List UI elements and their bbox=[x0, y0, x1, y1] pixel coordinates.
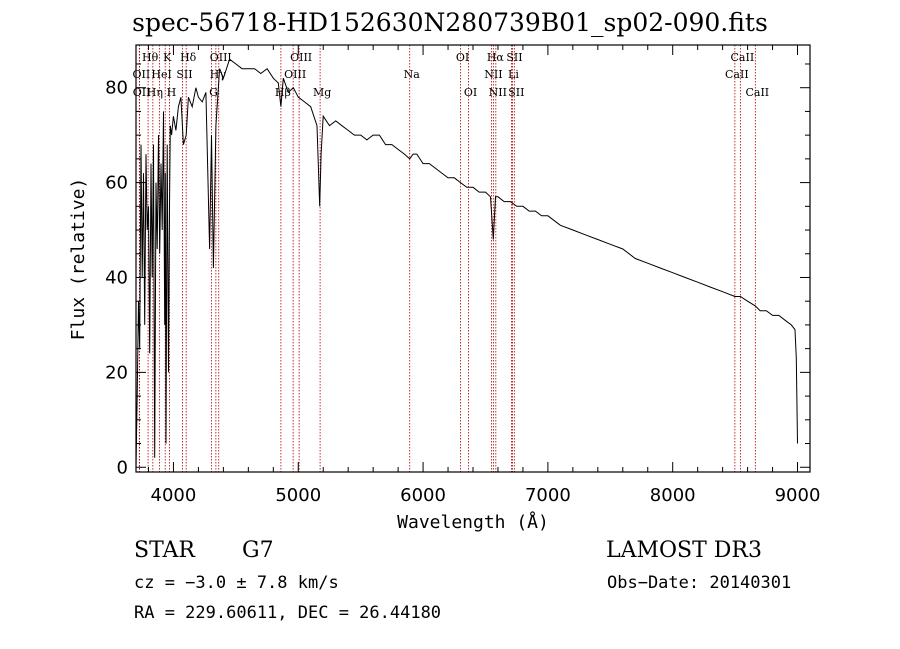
x-tick-label: 7000 bbox=[525, 485, 571, 506]
y-axis-ticks: 0 20 40 60 80 bbox=[105, 63, 810, 478]
spectral-line-label: Na bbox=[404, 68, 421, 81]
spectral-line-label: SII bbox=[508, 86, 524, 99]
spectral-line-label: HeI bbox=[151, 68, 171, 81]
x-tick-label: 5000 bbox=[275, 485, 321, 506]
y-tick-label: 20 bbox=[105, 362, 128, 383]
x-axis-ticks: 4000 5000 6000 7000 8000 9000 bbox=[147, 45, 821, 506]
spectral-line-label: OII bbox=[133, 86, 151, 99]
observation-date: Obs−Date: 20140301 bbox=[607, 573, 792, 593]
spectral-line-label: OII bbox=[133, 68, 151, 81]
spectral-line-label: Hδ bbox=[180, 51, 197, 64]
spectral-line-label: SII bbox=[176, 68, 192, 81]
x-axis-label: Wavelength (Å) bbox=[397, 511, 549, 533]
redshift-info: cz = −3.0 ± 7.8 km/s bbox=[134, 573, 339, 593]
spectral-line-label: NII bbox=[484, 68, 502, 81]
spectrum-line bbox=[135, 58, 798, 468]
spectral-line-label: H bbox=[167, 86, 177, 99]
x-tick-label: 9000 bbox=[775, 485, 821, 506]
spectral-line-label: CaII bbox=[745, 86, 769, 99]
object-type: STAR bbox=[134, 538, 195, 563]
spectral-line-markers bbox=[138, 45, 756, 472]
spectral-line-label: K bbox=[163, 51, 172, 64]
spectral-class: G7 bbox=[242, 538, 274, 563]
chart-title: spec-56718-HD152630N280739B01_sp02-090.f… bbox=[132, 8, 768, 37]
y-tick-label: 0 bbox=[117, 457, 128, 478]
y-tick-label: 40 bbox=[105, 267, 128, 288]
spectral-line-label: CaII bbox=[731, 51, 755, 64]
y-axis-label: Flux (relative) bbox=[68, 178, 89, 341]
spectral-line-labels: HθHηOIIOIIHeIKHSIIHδGHγOIIIHβOIIIOIIIMgN… bbox=[133, 51, 770, 99]
spectral-line-label: OI bbox=[456, 51, 469, 64]
x-tick-label: 6000 bbox=[400, 485, 446, 506]
spectral-line-label: Hα bbox=[487, 51, 505, 64]
x-tick-label: 4000 bbox=[151, 485, 197, 506]
ra-dec-coordinates: RA = 229.60611, DEC = 26.44180 bbox=[134, 603, 442, 623]
plot-frame bbox=[135, 44, 811, 473]
y-tick-label: 80 bbox=[105, 78, 128, 99]
spectral-line-label: CaII bbox=[725, 68, 749, 81]
spectral-line-label: Hθ bbox=[142, 51, 159, 64]
spectral-line-label: OI bbox=[464, 86, 477, 99]
spectral-line-label: Li bbox=[508, 68, 519, 81]
spectral-line-label: NII bbox=[489, 86, 507, 99]
spectral-line-label: Hη bbox=[147, 86, 163, 99]
spectral-line-label: Hγ bbox=[210, 68, 227, 81]
spectral-line-label: Mg bbox=[313, 86, 331, 99]
y-tick-label: 60 bbox=[105, 173, 128, 194]
spectral-line-label: G bbox=[209, 86, 218, 99]
survey-name: LAMOST DR3 bbox=[606, 538, 762, 563]
spectral-line-label: OIII bbox=[210, 51, 232, 64]
spectral-line-label: OIII bbox=[290, 51, 312, 64]
x-tick-label: 8000 bbox=[650, 485, 696, 506]
spectral-line-label: OIII bbox=[284, 68, 306, 81]
spectral-line-label: SII bbox=[506, 51, 522, 64]
